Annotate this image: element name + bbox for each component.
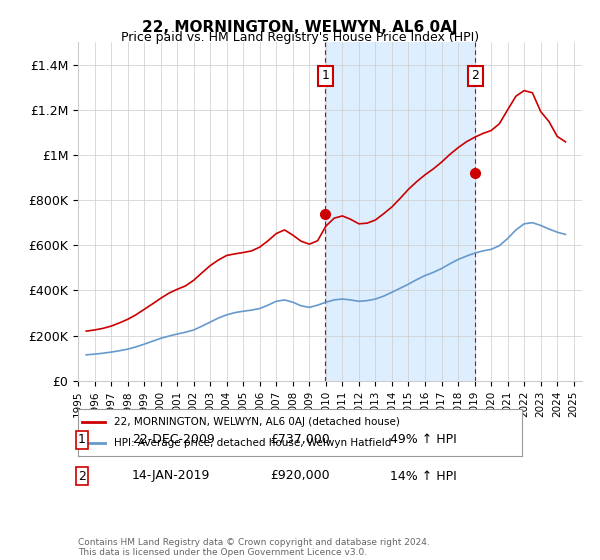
Text: £920,000: £920,000	[270, 469, 329, 483]
Text: 2: 2	[472, 69, 479, 82]
Text: 49% ↑ HPI: 49% ↑ HPI	[390, 433, 457, 446]
Text: 14-JAN-2019: 14-JAN-2019	[132, 469, 211, 483]
Text: Contains HM Land Registry data © Crown copyright and database right 2024.
This d: Contains HM Land Registry data © Crown c…	[78, 538, 430, 557]
Text: 22, MORNINGTON, WELWYN, AL6 0AJ (detached house): 22, MORNINGTON, WELWYN, AL6 0AJ (detache…	[113, 417, 400, 427]
Text: Price paid vs. HM Land Registry's House Price Index (HPI): Price paid vs. HM Land Registry's House …	[121, 31, 479, 44]
Text: 2: 2	[78, 469, 86, 483]
Text: 14% ↑ HPI: 14% ↑ HPI	[390, 469, 457, 483]
Text: HPI: Average price, detached house, Welwyn Hatfield: HPI: Average price, detached house, Welw…	[113, 438, 391, 448]
Text: 22-DEC-2009: 22-DEC-2009	[132, 433, 215, 446]
Text: 1: 1	[78, 433, 86, 446]
Bar	[325, 42, 475, 381]
Text: 1: 1	[322, 69, 329, 82]
Text: £737,000: £737,000	[270, 433, 330, 446]
Text: 22, MORNINGTON, WELWYN, AL6 0AJ: 22, MORNINGTON, WELWYN, AL6 0AJ	[142, 20, 458, 35]
